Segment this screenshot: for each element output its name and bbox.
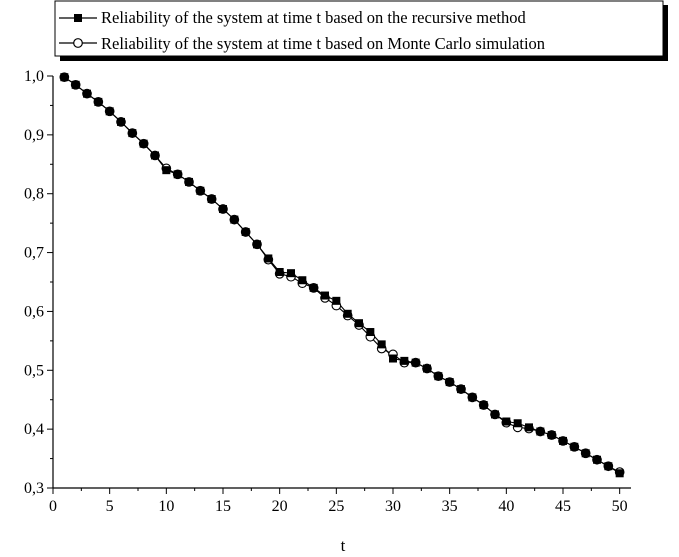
point-recursive (593, 455, 601, 464)
x-tick-label: 5 (106, 498, 114, 515)
y-tick-label: 0,3 (24, 480, 44, 497)
point-recursive (105, 107, 114, 116)
x-tick-label: 40 (498, 498, 514, 515)
y-tick-label: 0,9 (24, 127, 44, 144)
point-recursive (559, 436, 567, 445)
x-tick-label: 35 (442, 498, 458, 515)
legend-box (54, 0, 664, 57)
point-recursive (581, 449, 590, 458)
point-recursive (185, 177, 193, 186)
series-line-recursive (64, 76, 620, 474)
point-recursive (377, 340, 386, 349)
x-tick-label: 30 (385, 498, 401, 515)
y-tick-label: 0,8 (24, 186, 44, 203)
y-tick-label: 0,7 (24, 245, 44, 262)
point-recursive (196, 186, 205, 195)
point-recursive (536, 427, 545, 436)
point-recursive (457, 385, 465, 394)
series-line-montecarlo (64, 76, 620, 473)
point-recursive (479, 401, 488, 410)
point-recursive (491, 410, 499, 419)
point-recursive (309, 283, 318, 292)
point-recursive (321, 291, 329, 300)
point-recursive (445, 378, 454, 387)
legend: Reliability of the system at time t base… (54, 0, 668, 61)
point-recursive (83, 89, 91, 98)
point-recursive (502, 417, 511, 426)
point-recursive (525, 423, 533, 432)
legend-marker-montecarlo (73, 38, 83, 48)
point-recursive (287, 269, 295, 278)
point-recursive (332, 296, 341, 305)
point-recursive (151, 151, 159, 160)
legend-marker-recursive (74, 14, 82, 22)
x-tick-label: 45 (555, 498, 571, 515)
x-tick-label: 20 (272, 498, 288, 515)
point-recursive (298, 276, 307, 285)
legend-label-montecarlo: Reliability of the system at time t base… (101, 34, 545, 53)
point-recursive (219, 205, 227, 214)
point-recursive (275, 267, 284, 276)
x-tick-label: 50 (612, 498, 628, 515)
point-recursive (604, 462, 613, 471)
x-tick-label: 10 (158, 498, 174, 515)
y-tick-label: 0,5 (24, 362, 44, 379)
point-recursive (241, 227, 250, 236)
point-recursive (389, 354, 397, 363)
x-tick-label: 15 (215, 498, 231, 515)
point-recursive (423, 364, 431, 373)
x-tick-label: 0 (49, 498, 57, 515)
y-tick-label: 1,0 (24, 68, 44, 85)
point-recursive (343, 309, 352, 318)
point-recursive (60, 73, 69, 82)
y-tick-label: 0,6 (24, 303, 44, 320)
point-recursive (615, 469, 624, 478)
legend-label-recursive: Reliability of the system at time t base… (101, 8, 527, 27)
point-recursive (570, 442, 579, 451)
point-recursive (513, 419, 522, 428)
point-recursive (434, 372, 443, 381)
point-recursive (366, 328, 375, 337)
point-recursive (71, 80, 80, 89)
x-axis-label: t (341, 536, 346, 555)
point-recursive (94, 97, 103, 106)
point-recursive (355, 319, 363, 328)
point-recursive (230, 215, 239, 224)
y-tick-label: 0,4 (24, 421, 44, 438)
axes: 0 5 10 15 20 25 30 35 40 45 50 0,3 0,4 0,5 0,6 0,7 0,8 0,… (24, 68, 631, 515)
point-recursive (139, 139, 148, 148)
point-recursive (253, 240, 261, 249)
series-layer (59, 72, 625, 478)
point-recursive (128, 129, 137, 138)
point-recursive (400, 356, 409, 365)
point-recursive (162, 166, 171, 175)
point-recursive (173, 170, 182, 179)
point-recursive (468, 393, 477, 402)
point-recursive (547, 431, 556, 440)
point-recursive (264, 254, 273, 263)
point-recursive (207, 195, 216, 204)
point-recursive (117, 117, 125, 126)
x-tick-label: 25 (328, 498, 344, 515)
point-recursive (411, 358, 420, 367)
